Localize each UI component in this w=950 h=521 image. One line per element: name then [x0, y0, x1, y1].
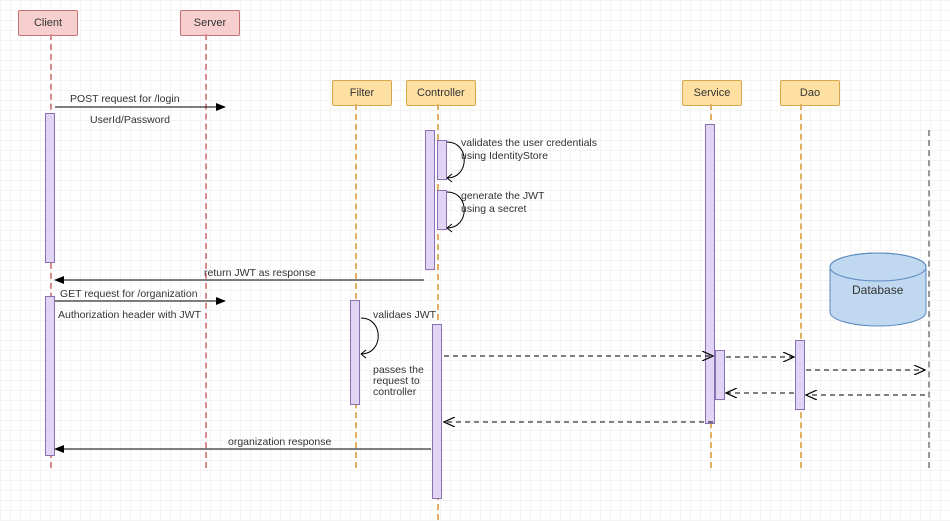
activation-dao: [795, 340, 805, 410]
activation-controller-1a: [437, 140, 447, 180]
activation-controller-1: [425, 130, 435, 270]
activation-service: [705, 124, 715, 424]
msg-using-secret: using a secret: [461, 203, 526, 215]
msg-post-login: POST request for /login: [70, 93, 180, 105]
activation-controller-2: [432, 324, 442, 499]
msg-generate-jwt: generate the JWT: [461, 190, 544, 202]
activation-filter: [350, 300, 360, 405]
msg-validates-jwt: validaes JWT: [373, 309, 436, 321]
actor-label: Client: [34, 17, 62, 29]
actor-service: Service: [682, 80, 742, 106]
database-label: Database: [852, 283, 903, 297]
actor-dao: Dao: [780, 80, 840, 106]
msg-get-organization: GET request for /organization: [60, 288, 198, 300]
msg-identitystore: using IdentityStore: [461, 150, 548, 162]
actor-label: Service: [694, 87, 731, 99]
lifeline-server: [205, 34, 207, 468]
lifeline-dao: [800, 104, 802, 468]
actor-controller: Controller: [406, 80, 476, 106]
activation-service-inner: [715, 350, 725, 400]
actor-label: Filter: [350, 87, 374, 99]
activation-controller-1b: [437, 190, 447, 230]
actor-client: Client: [18, 10, 78, 36]
actor-label: Dao: [800, 87, 820, 99]
msg-return-jwt: return JWT as response: [204, 267, 316, 279]
actor-filter: Filter: [332, 80, 392, 106]
lifeline-filter: [355, 104, 357, 468]
msg-validates-credentials: validates the user credentials: [461, 137, 597, 149]
msg-userid-password: UserId/Password: [90, 114, 170, 126]
arrows-overlay: [0, 0, 950, 521]
msg-auth-header: Authorization header with JWT: [58, 309, 201, 321]
actor-server: Server: [180, 10, 240, 36]
activation-client-2: [45, 296, 55, 456]
lifeline-database: [928, 130, 930, 468]
msg-passes-3: controller: [373, 386, 416, 398]
actor-label: Controller: [417, 87, 465, 99]
activation-client-1: [45, 113, 55, 263]
actor-label: Server: [194, 17, 226, 29]
msg-org-response: organization response: [228, 436, 331, 448]
